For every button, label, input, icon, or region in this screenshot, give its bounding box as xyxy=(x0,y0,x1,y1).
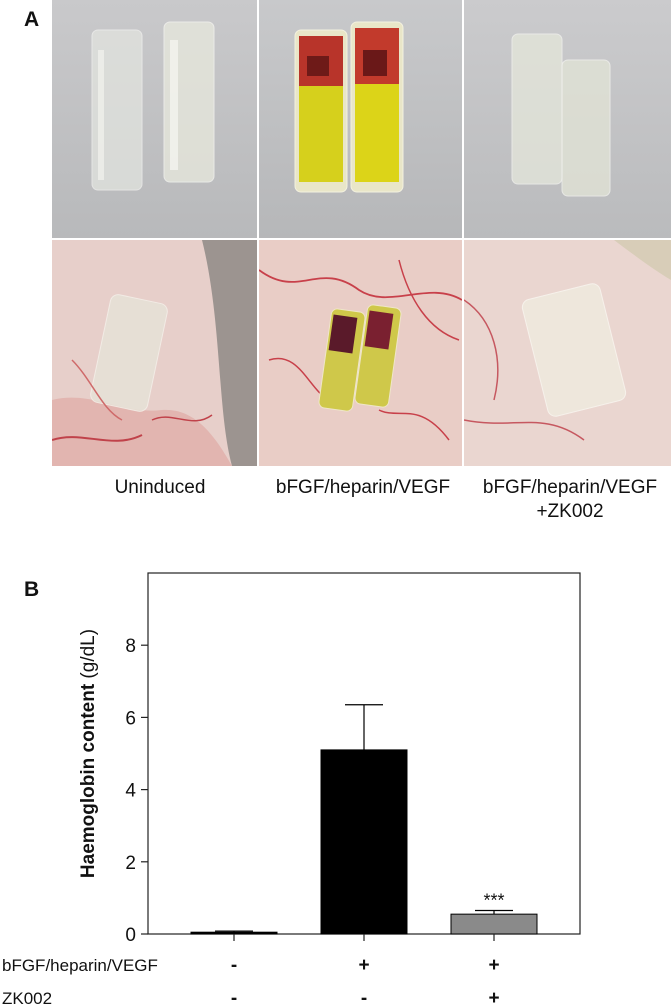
condition-name: ZK002 xyxy=(2,989,52,1004)
condition-value: - xyxy=(231,988,237,1004)
induced-implant-photo xyxy=(259,240,462,466)
y-tick-label: 0 xyxy=(125,925,136,946)
significance-label: *** xyxy=(483,891,504,911)
panel-b-label: B xyxy=(24,578,40,601)
y-tick-label: 8 xyxy=(125,636,136,657)
condition-value: + xyxy=(488,988,499,1004)
induced-tubes-photo xyxy=(259,0,462,238)
condition-value: + xyxy=(488,955,499,976)
y-tick-label: 6 xyxy=(125,708,136,729)
caption-treated-line1: bFGF/heparin/VEGF xyxy=(482,477,658,498)
y-tick-label: 4 xyxy=(125,781,136,802)
caption-induced: bFGF/heparin/VEGF xyxy=(275,477,451,498)
haemoglobin-bar-chart: 0 2 4 6 8 Haemoglobin content (g/dL) *** bFGF/h… xyxy=(2,572,581,1004)
panel-a-label: A xyxy=(24,8,40,31)
condition-value: + xyxy=(358,955,369,976)
caption-treated-line2: +ZK002 xyxy=(536,501,604,522)
treated-implant-photo xyxy=(464,240,671,466)
caption-uninduced: Uninduced xyxy=(114,477,206,498)
y-tick-label: 2 xyxy=(125,853,136,874)
condition-name: bFGF/heparin/VEGF xyxy=(2,956,158,975)
condition-value: - xyxy=(231,955,237,976)
treated-tubes-photo xyxy=(464,0,671,238)
bar xyxy=(320,749,408,935)
uninduced-implant-photo xyxy=(52,240,257,466)
bar xyxy=(190,931,278,935)
uninduced-tubes-photo xyxy=(52,0,257,238)
condition-value: - xyxy=(361,988,367,1004)
y-axis-label: Haemoglobin content (g/dL) xyxy=(78,629,99,878)
bar xyxy=(450,913,538,935)
